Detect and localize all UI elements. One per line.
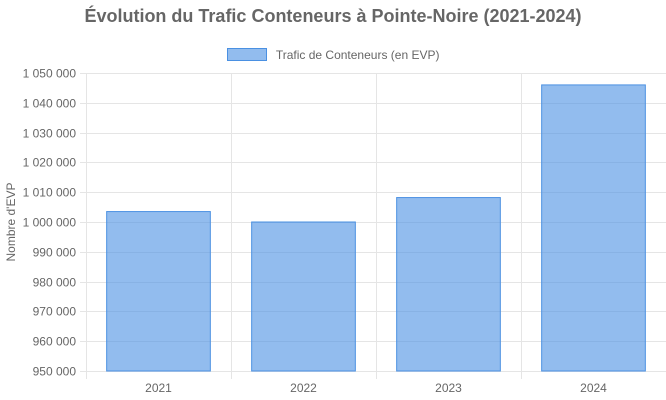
chart-title: Évolution du Trafic Conteneurs à Pointe-… [84, 6, 582, 26]
y-tick-label: 1 000 000 [23, 216, 77, 230]
bar-2022[interactable] [251, 221, 356, 372]
legend-swatch [226, 48, 267, 61]
x-tick-label: 2021 [145, 381, 172, 395]
x-tick-label: 2023 [435, 381, 462, 395]
y-tick-label: 970 000 [33, 305, 77, 319]
y-tick-label: 990 000 [33, 246, 77, 260]
y-tick-label: 1 040 000 [23, 97, 77, 111]
axes: 950 000 960 000 970 000 980 000 990 000 1 000… [23, 67, 608, 396]
bars [106, 84, 646, 372]
x-tick-label: 2024 [580, 381, 607, 395]
legend[interactable]: Trafic de Conteneurs (en EVP) [0, 48, 666, 62]
legend-label: Trafic de Conteneurs (en EVP) [275, 48, 440, 62]
x-tick-label: 2022 [290, 381, 317, 395]
y-tick-label: 960 000 [33, 335, 77, 349]
y-tick-label: 1 050 000 [23, 67, 77, 81]
y-tick-label: 1 010 000 [23, 186, 77, 200]
y-axis-title: Nombre d'EVP [4, 183, 18, 262]
y-tick-label: 980 000 [33, 276, 77, 290]
y-tick-label: 1 030 000 [23, 127, 77, 141]
bar-2024[interactable] [541, 84, 646, 372]
y-tick-label: 950 000 [33, 365, 77, 379]
bar-2021[interactable] [106, 211, 211, 372]
y-tick-label: 1 020 000 [23, 156, 77, 170]
bar-2023[interactable] [396, 197, 501, 372]
